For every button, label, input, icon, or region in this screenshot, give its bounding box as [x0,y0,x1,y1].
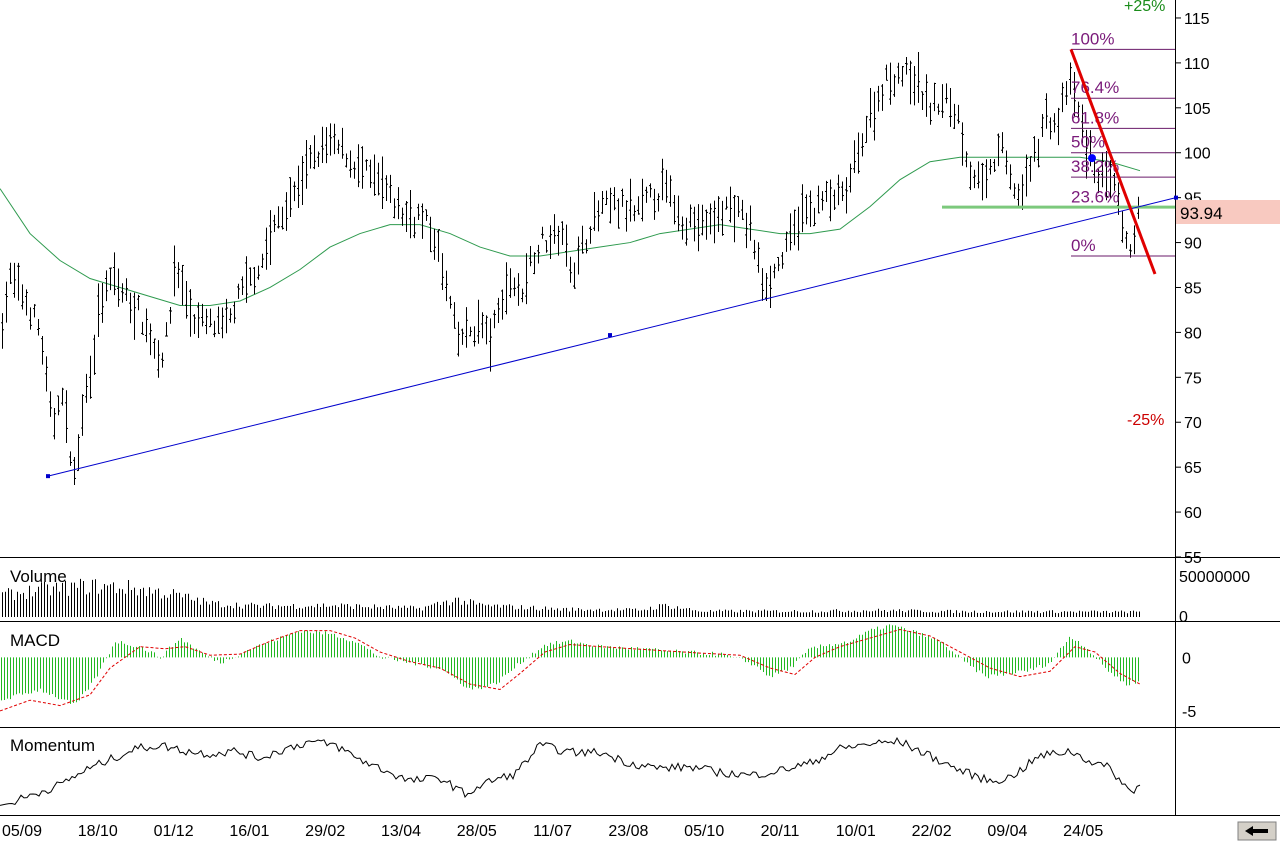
volume-title: Volume [10,567,67,586]
x-tick-label: 13/04 [381,823,421,840]
scroll-left-button[interactable] [1237,821,1277,841]
x-tick-label: 05/09 [2,823,42,840]
x-tick-label: 24/05 [1063,823,1103,840]
volume-panel [2,578,1140,617]
volume-tick-max: 50000000 [1179,569,1250,586]
trendline-handle [1174,195,1178,200]
x-tick-label: 09/04 [987,823,1027,840]
panel-borders [0,0,1280,816]
price-tick-label: 75 [1184,370,1202,387]
momentum-title: Momentum [10,736,95,755]
trendline-handle [608,333,612,338]
price-tick-label: 115 [1184,11,1210,28]
x-axis: 05/09 18/10 01/12 16/01 29/02 13/04 28/05 11/07… [2,823,1103,840]
trendline-handle [1088,154,1096,163]
x-tick-label: 20/11 [761,823,800,840]
price-tick-label: 90 [1184,236,1202,253]
macd-panel: 0 -5 [0,624,1196,721]
fibonacci-level-label: 23.6% [1071,187,1119,206]
left-arrow-icon [1245,826,1268,836]
plus-25-annotation: +25% [1124,0,1165,15]
minus-25-annotation: -25% [1127,412,1164,429]
last-price-label: 93.94 [1180,204,1223,223]
x-tick-label: 29/02 [305,823,345,840]
x-tick-label: 11/07 [533,823,572,840]
x-tick-label: 22/02 [912,823,952,840]
macd-tick-label: -5 [1182,704,1196,721]
price-tick-label: 60 [1184,505,1202,522]
falling-trendline [1069,48,1157,275]
price-panel: 556065707580859095100105110115100%76.4%6… [0,11,1280,567]
price-tick-label: 55 [1184,550,1202,567]
price-tick-label: 110 [1184,56,1210,73]
price-tick-label: 100 [1184,146,1211,163]
x-tick-label: 23/08 [608,823,648,840]
trendline-handle [46,474,50,479]
x-tick-label: 05/10 [684,823,724,840]
momentum-panel [0,736,1141,806]
macd-signal-line [0,628,1141,712]
volume-tick-zero: 0 [1179,609,1188,626]
price-tick-label: 105 [1184,101,1211,118]
x-tick-label: 28/05 [457,823,497,840]
fibonacci-level-label: 38.2% [1071,157,1119,176]
fibonacci-level-label: 50% [1071,133,1105,152]
price-tick-label: 65 [1184,460,1202,477]
x-tick-label: 10/01 [836,823,876,840]
last-price-box [1176,200,1280,224]
x-tick-label: 16/01 [229,823,269,840]
x-tick-label: 01/12 [154,823,194,840]
price-tick-label: 85 [1184,280,1202,297]
price-tick-label: 80 [1184,325,1202,342]
fibonacci-level-label: 76.4% [1071,78,1119,97]
momentum-line [0,736,1141,806]
macd-title: MACD [10,631,60,650]
fibonacci-level-label: 0% [1071,236,1096,255]
fibonacci-level-label: 100% [1071,29,1114,48]
x-tick-label: 18/10 [78,823,118,840]
ohlc-bars [1,52,1140,486]
macd-tick-label: 0 [1182,650,1191,667]
price-tick-label: 70 [1184,415,1202,432]
